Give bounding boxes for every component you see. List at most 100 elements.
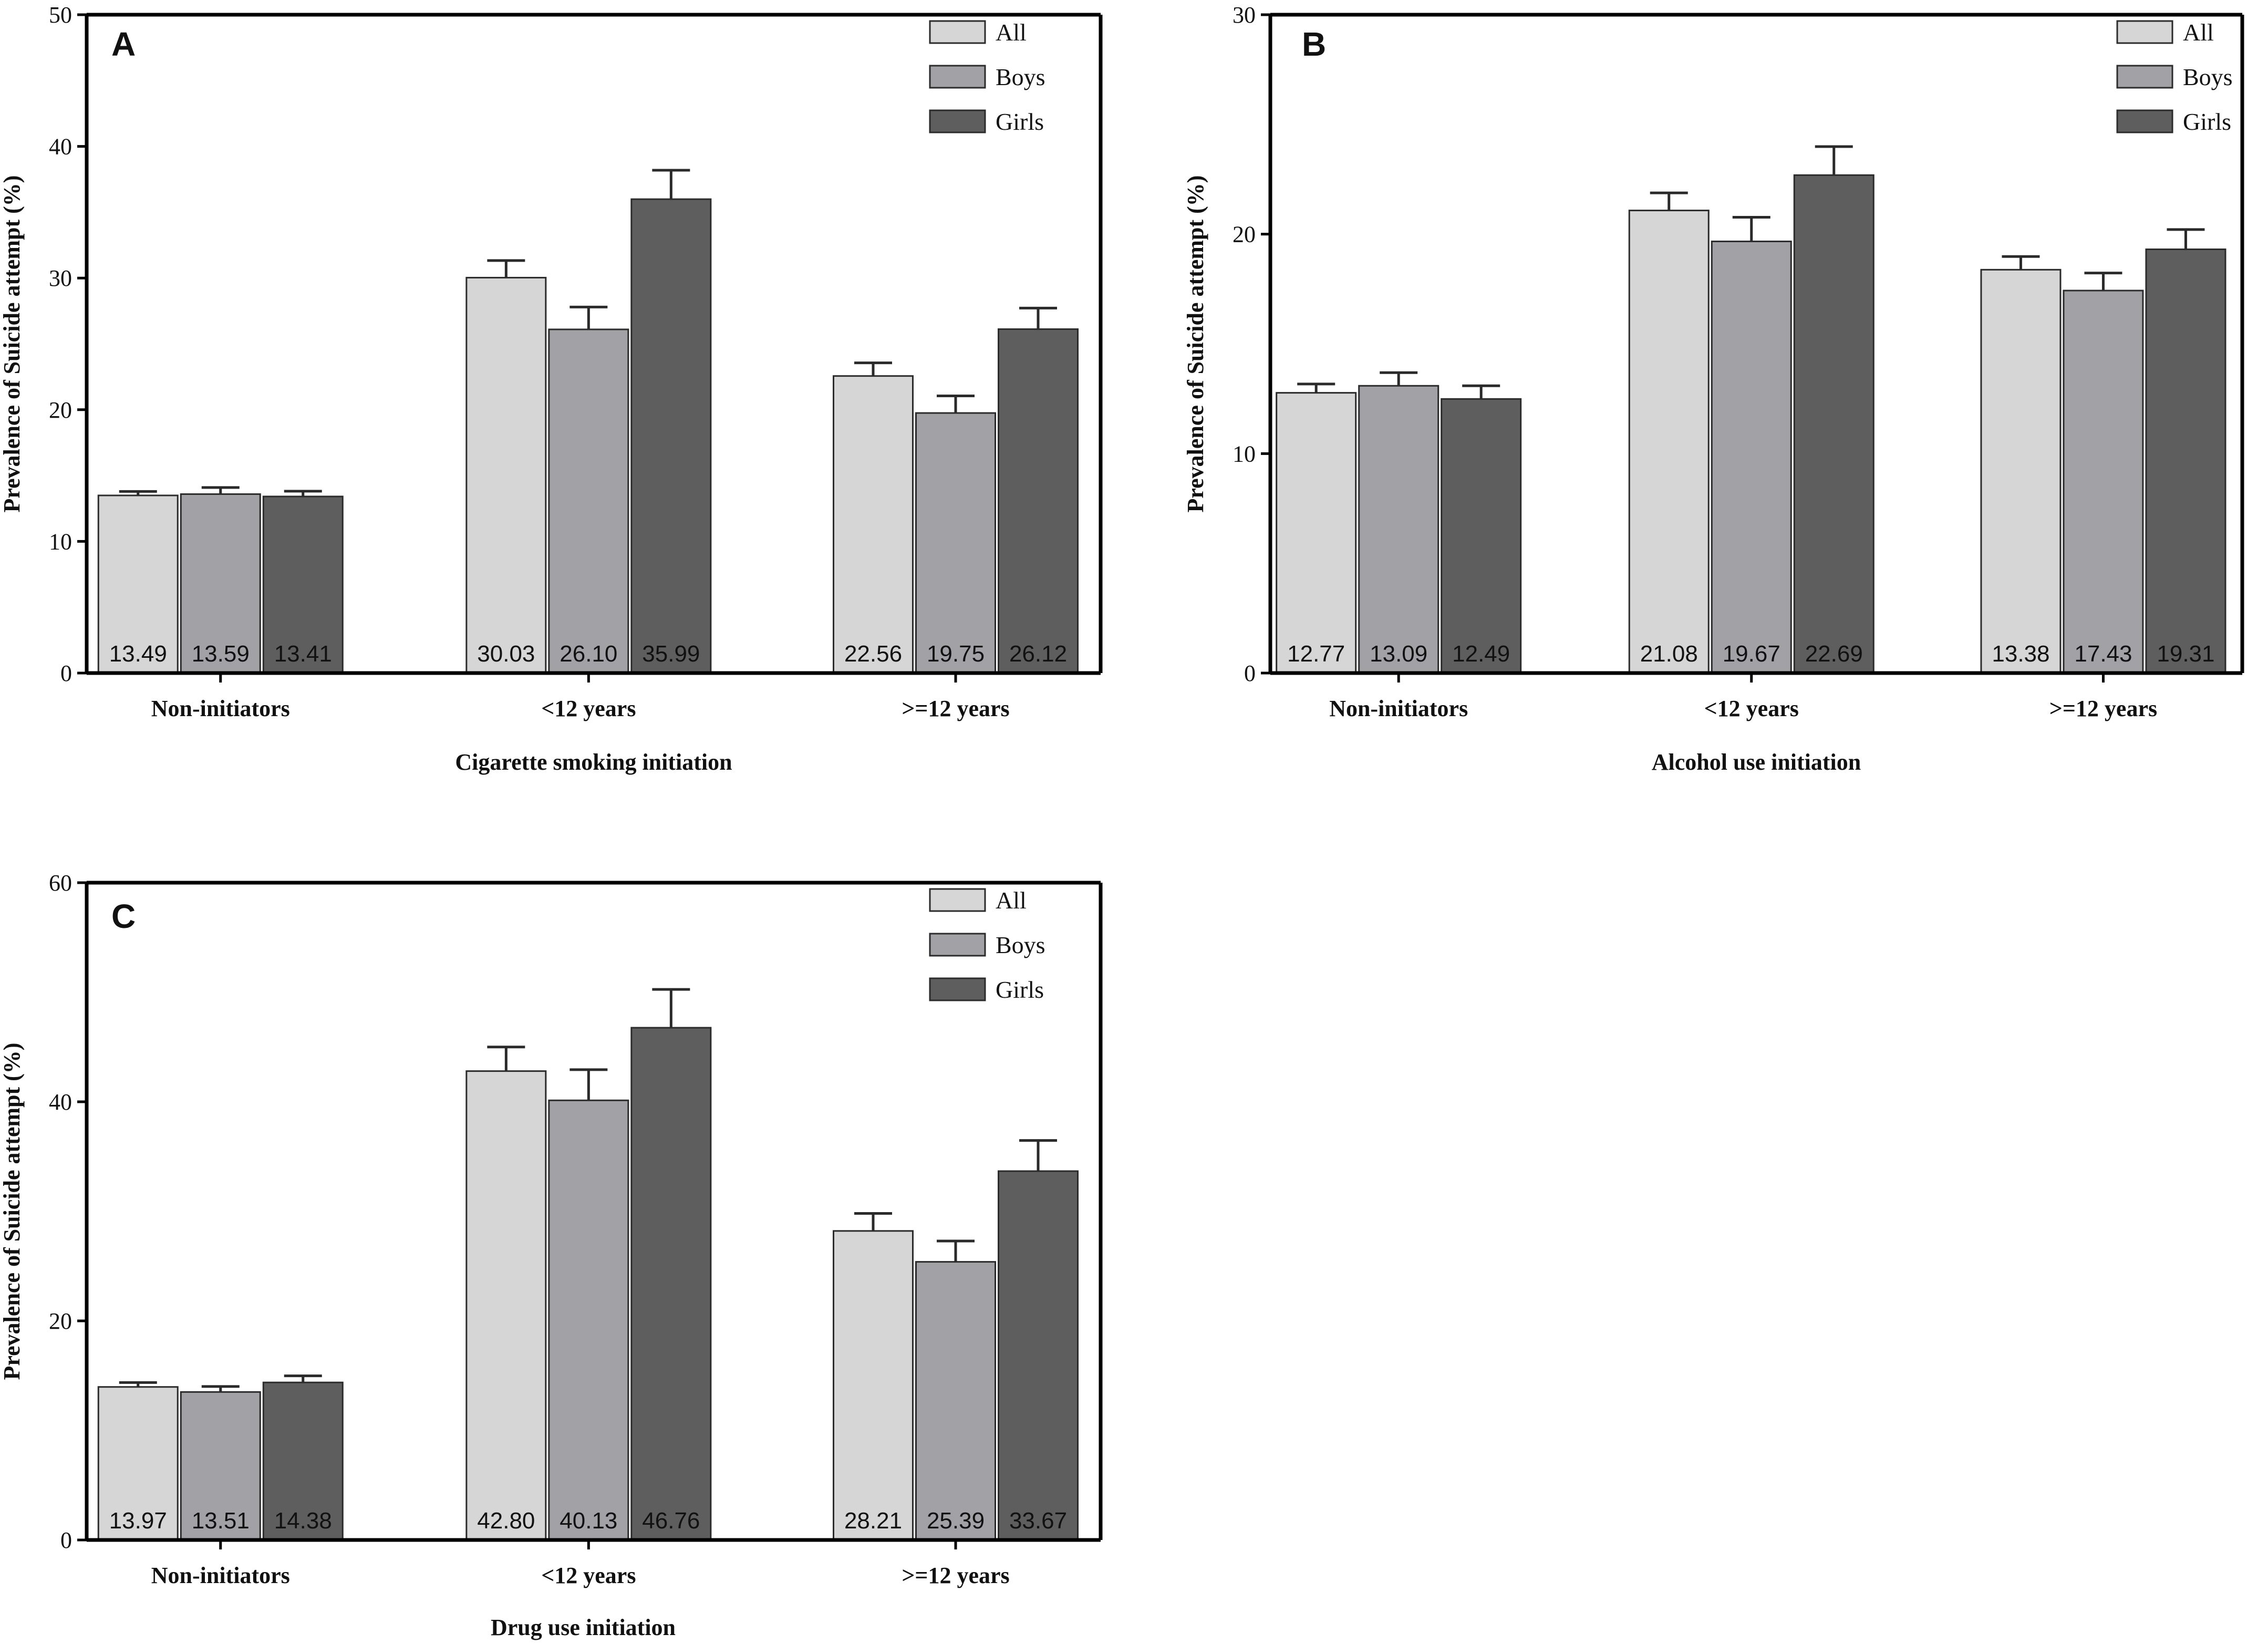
data-label-girls-1: 22.69 bbox=[1805, 641, 1863, 667]
data-label-girls-0: 14.38 bbox=[274, 1508, 332, 1534]
legend-swatch-girls bbox=[930, 110, 985, 132]
x-axis-title: Alcohol use initiation bbox=[1652, 749, 1861, 775]
data-label-boys-1: 19.67 bbox=[1723, 641, 1780, 667]
x-tick-label-2: >=12 years bbox=[902, 1563, 1009, 1588]
legend-label-girls: Girls bbox=[2183, 108, 2231, 135]
panel-c-drug-chart: 13.97 42.80 28.21 13.51 40.13 25.39 14.38 46.76… bbox=[0, 870, 1101, 1640]
data-label-boys-1: 26.10 bbox=[560, 641, 617, 667]
legend-label-all: All bbox=[996, 887, 1027, 914]
panel-a-cigarette-chart: 13.49 30.03 22.56 13.59 26.10 19.75 13.41 35.99… bbox=[0, 2, 1101, 775]
x-tick-label-1: <12 years bbox=[541, 696, 636, 721]
y-tick-label-3: 30 bbox=[1233, 2, 1256, 28]
bar-all-2 bbox=[834, 1231, 913, 1540]
legend-swatch-all bbox=[2117, 21, 2172, 43]
legend-swatch-all bbox=[930, 21, 985, 43]
data-label-girls-0: 12.49 bbox=[1452, 641, 1510, 667]
panel-letter: A bbox=[111, 25, 136, 63]
legend-label-all: All bbox=[996, 19, 1027, 46]
bar-all-1 bbox=[467, 1071, 546, 1540]
legend-swatch-boys bbox=[930, 66, 985, 88]
x-tick-label-1: <12 years bbox=[1704, 696, 1799, 721]
data-label-all-2: 22.56 bbox=[844, 641, 902, 667]
bar-all-2 bbox=[1981, 270, 2060, 673]
y-axis-title: Prevalence of Suicide attempt (%) bbox=[0, 1043, 25, 1380]
data-label-girls-1: 35.99 bbox=[642, 641, 700, 667]
y-tick-label-0: 0 bbox=[1244, 660, 1256, 686]
data-label-boys-0: 13.09 bbox=[1370, 641, 1427, 667]
panel-letter: B bbox=[1302, 25, 1326, 63]
y-tick-label-1: 20 bbox=[49, 1308, 72, 1334]
legend-label-girls: Girls bbox=[996, 976, 1044, 1003]
legend-label-girls: Girls bbox=[996, 108, 1044, 135]
bar-boys-1 bbox=[549, 1100, 628, 1540]
y-axis-title: Prevalence of Suicide attempt (%) bbox=[0, 175, 25, 513]
x-tick-label-2: >=12 years bbox=[2049, 696, 2157, 721]
y-tick-label-0: 0 bbox=[60, 660, 72, 686]
data-label-boys-1: 40.13 bbox=[560, 1508, 617, 1534]
bar-boys-1 bbox=[549, 329, 628, 673]
data-label-all-0: 13.49 bbox=[109, 641, 167, 667]
bar-girls-2 bbox=[999, 329, 1078, 673]
y-tick-label-5: 50 bbox=[49, 2, 72, 28]
bar-boys-1 bbox=[1712, 241, 1791, 673]
bar-all-0 bbox=[1277, 393, 1356, 673]
x-tick-label-1: <12 years bbox=[541, 1563, 636, 1588]
data-label-girls-2: 26.12 bbox=[1009, 641, 1067, 667]
data-label-all-1: 30.03 bbox=[477, 641, 535, 667]
y-tick-label-0: 0 bbox=[60, 1527, 72, 1553]
x-axis-title: Drug use initiation bbox=[491, 1615, 676, 1640]
data-label-girls-0: 13.41 bbox=[274, 641, 332, 667]
bar-girls-2 bbox=[999, 1171, 1078, 1540]
data-label-boys-2: 19.75 bbox=[927, 641, 985, 667]
bar-girls-0 bbox=[1442, 399, 1521, 673]
bar-all-2 bbox=[834, 376, 913, 673]
y-axis-title: Prevalence of Suicide attempt (%) bbox=[1183, 175, 1208, 513]
x-tick-label-0: Non-initiators bbox=[151, 696, 290, 721]
data-label-all-2: 13.38 bbox=[1992, 641, 2049, 667]
y-tick-label-2: 40 bbox=[49, 1089, 72, 1115]
legend-label-boys: Boys bbox=[996, 932, 1045, 958]
data-label-girls-2: 33.67 bbox=[1009, 1508, 1067, 1534]
data-label-boys-0: 13.51 bbox=[192, 1508, 250, 1534]
legend-label-boys: Boys bbox=[2183, 64, 2233, 90]
x-tick-label-0: Non-initiators bbox=[1329, 696, 1468, 721]
bar-girls-1 bbox=[631, 199, 711, 673]
bar-boys-2 bbox=[2064, 291, 2143, 673]
legend-label-boys: Boys bbox=[996, 64, 1045, 90]
bar-all-1 bbox=[1629, 211, 1708, 673]
y-tick-label-4: 40 bbox=[49, 134, 72, 160]
panel-letter: C bbox=[111, 897, 136, 935]
bar-boys-0 bbox=[1359, 386, 1438, 673]
data-label-all-2: 28.21 bbox=[844, 1508, 902, 1534]
x-tick-label-2: >=12 years bbox=[902, 696, 1009, 721]
y-tick-label-2: 20 bbox=[1233, 222, 1256, 247]
legend-swatch-girls bbox=[930, 978, 985, 1000]
legend-label-all: All bbox=[2183, 19, 2214, 46]
y-tick-label-3: 30 bbox=[49, 265, 72, 291]
bar-boys-2 bbox=[916, 1262, 996, 1540]
data-label-boys-0: 13.59 bbox=[192, 641, 250, 667]
legend-swatch-boys bbox=[2117, 66, 2172, 88]
bar-boys-2 bbox=[916, 413, 996, 673]
y-tick-label-1: 10 bbox=[1233, 441, 1256, 467]
bar-all-1 bbox=[467, 277, 546, 673]
y-tick-label-2: 20 bbox=[49, 397, 72, 423]
data-label-boys-2: 17.43 bbox=[2074, 641, 2132, 667]
data-label-girls-1: 46.76 bbox=[642, 1508, 700, 1534]
x-axis-title: Cigarette smoking initiation bbox=[455, 749, 732, 775]
data-label-all-1: 42.80 bbox=[477, 1508, 535, 1534]
bar-girls-1 bbox=[631, 1028, 711, 1540]
data-label-all-0: 13.97 bbox=[109, 1508, 167, 1534]
legend-swatch-girls bbox=[2117, 110, 2172, 132]
y-tick-label-1: 10 bbox=[49, 529, 72, 554]
legend-swatch-boys bbox=[930, 934, 985, 956]
data-label-boys-2: 25.39 bbox=[927, 1508, 985, 1534]
bar-girls-2 bbox=[2146, 249, 2225, 673]
legend-swatch-all bbox=[930, 889, 985, 911]
data-label-girls-2: 19.31 bbox=[2157, 641, 2214, 667]
data-label-all-0: 12.77 bbox=[1287, 641, 1345, 667]
data-label-all-1: 21.08 bbox=[1640, 641, 1698, 667]
y-tick-label-3: 60 bbox=[49, 870, 72, 896]
panel-b-alcohol-chart: 12.77 21.08 13.38 13.09 19.67 17.43 12.49 22.69… bbox=[1183, 2, 2242, 775]
bar-girls-1 bbox=[1794, 175, 1873, 673]
